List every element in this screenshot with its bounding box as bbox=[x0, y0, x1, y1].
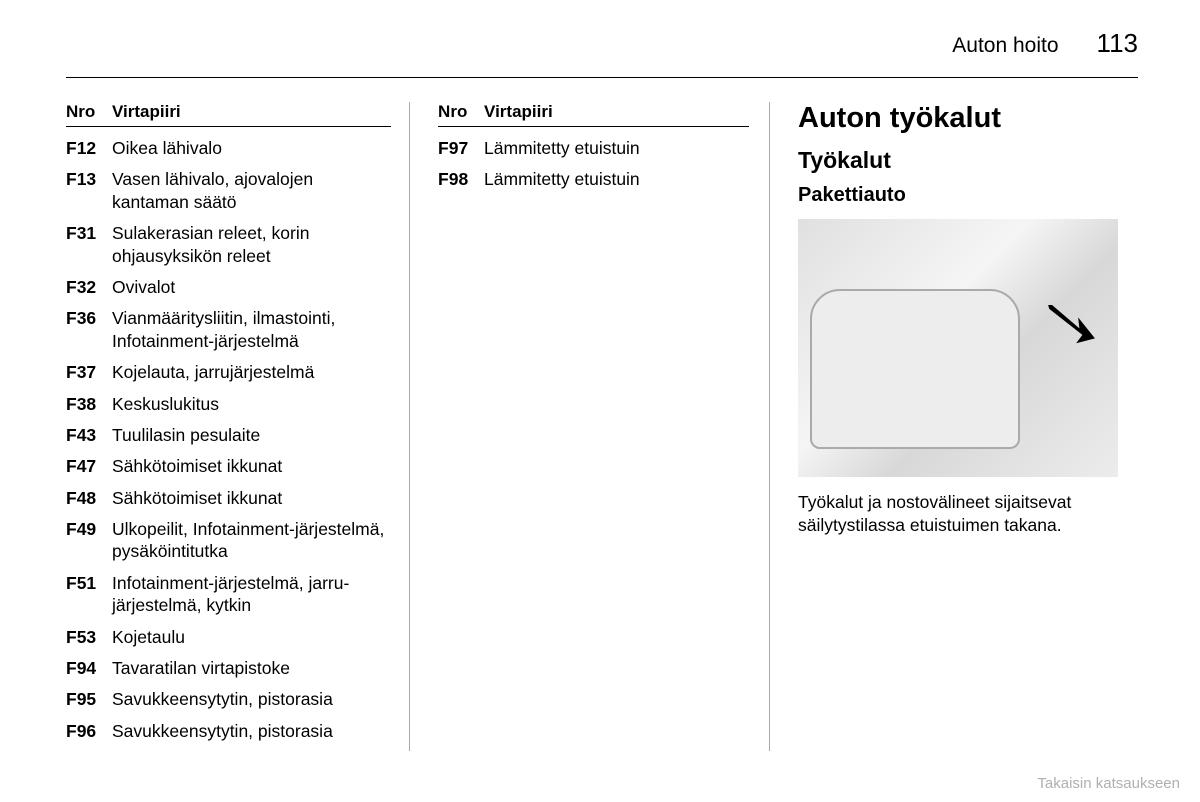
image-caption: Työkalut ja nostovälineet sijaitsevat sä… bbox=[798, 491, 1118, 537]
table-header: Nro Virtapiiri bbox=[438, 102, 749, 127]
section-title: Auton työkalut bbox=[798, 102, 1118, 135]
row-description: Sähkötoimiset ikkunat bbox=[112, 487, 391, 509]
table-row: F97Lämmitetty etuistuin bbox=[438, 137, 749, 159]
table-header: Nro Virtapiiri bbox=[66, 102, 391, 127]
col1-body: F12Oikea lähivaloF13Vasen lähivalo, ajov… bbox=[66, 137, 391, 742]
row-description: Sulakerasian releet, korin ohjausyksikön… bbox=[112, 222, 391, 267]
header-title: Auton hoito bbox=[952, 34, 1058, 58]
row-description: Sähkötoimiset ikkunat bbox=[112, 455, 391, 477]
row-description: Savukkeensytytin, pistorasia bbox=[112, 688, 391, 710]
row-number: F12 bbox=[66, 137, 112, 159]
table-row: F12Oikea lähivalo bbox=[66, 137, 391, 159]
row-description: Vianmääritysliitin, ilmastointi, Infotai… bbox=[112, 307, 391, 352]
page-number: 113 bbox=[1097, 28, 1138, 59]
table-row: F95Savukkeensytytin, pistorasia bbox=[66, 688, 391, 710]
row-description: Ovivalot bbox=[112, 276, 391, 298]
table-row: F37Kojelauta, jarrujärjestelmä bbox=[66, 361, 391, 383]
row-number: F96 bbox=[66, 720, 112, 742]
back-link[interactable]: Takaisin katsaukseen bbox=[1037, 775, 1180, 792]
row-description: Infotainment-järjestelmä, jarru-järjeste… bbox=[112, 572, 391, 617]
row-number: F43 bbox=[66, 424, 112, 446]
row-number: F97 bbox=[438, 137, 484, 159]
table-row: F38Keskuslukitus bbox=[66, 393, 391, 415]
column-2: Nro Virtapiiri F97Lämmitetty etuistuinF9… bbox=[410, 102, 770, 751]
row-number: F36 bbox=[66, 307, 112, 352]
table-row: F48Sähkötoimiset ikkunat bbox=[66, 487, 391, 509]
table-row: F96Savukkeensytytin, pistorasia bbox=[66, 720, 391, 742]
row-number: F48 bbox=[66, 487, 112, 509]
row-number: F37 bbox=[66, 361, 112, 383]
table-row: F51Infotainment-järjestelmä, jarru-järje… bbox=[66, 572, 391, 617]
row-number: F95 bbox=[66, 688, 112, 710]
row-description: Ulkopeilit, Infotainment-järjestelmä, py… bbox=[112, 518, 391, 563]
row-description: Keskuslukitus bbox=[112, 393, 391, 415]
row-description: Kojelauta, jarrujärjestelmä bbox=[112, 361, 391, 383]
table-row: F98Lämmitetty etuistuin bbox=[438, 168, 749, 190]
table-row: F36Vianmääritysliitin, ilmastointi, Info… bbox=[66, 307, 391, 352]
section-subtitle-2: Pakettiauto bbox=[798, 184, 1118, 207]
row-number: F53 bbox=[66, 626, 112, 648]
row-number: F49 bbox=[66, 518, 112, 563]
table-row: F31Sulakerasian releet, korin ohjausyksi… bbox=[66, 222, 391, 267]
th-description: Virtapiiri bbox=[112, 102, 391, 122]
seat-outline bbox=[810, 289, 1020, 449]
row-number: F32 bbox=[66, 276, 112, 298]
row-number: F94 bbox=[66, 657, 112, 679]
th-number: Nro bbox=[66, 102, 112, 122]
section-subtitle: Työkalut bbox=[798, 147, 1118, 174]
page-content: Nro Virtapiiri F12Oikea lähivaloF13Vasen… bbox=[0, 78, 1200, 751]
table-row: F47Sähkötoimiset ikkunat bbox=[66, 455, 391, 477]
row-description: Tuulilasin pesulaite bbox=[112, 424, 391, 446]
row-description: Kojetaulu bbox=[112, 626, 391, 648]
table-row: F94Tavaratilan virtapistoke bbox=[66, 657, 391, 679]
column-1: Nro Virtapiiri F12Oikea lähivaloF13Vasen… bbox=[66, 102, 410, 751]
col2-body: F97Lämmitetty etuistuinF98Lämmitetty etu… bbox=[438, 137, 749, 191]
table-row: F49Ulkopeilit, Infotainment-järjestelmä,… bbox=[66, 518, 391, 563]
row-description: Vasen lähivalo, ajovalojen kantaman säät… bbox=[112, 168, 391, 213]
row-number: F31 bbox=[66, 222, 112, 267]
table-row: F32Ovivalot bbox=[66, 276, 391, 298]
row-number: F38 bbox=[66, 393, 112, 415]
row-number: F51 bbox=[66, 572, 112, 617]
th-description: Virtapiiri bbox=[484, 102, 749, 122]
page-header: Auton hoito 113 bbox=[0, 0, 1200, 59]
row-number: F47 bbox=[66, 455, 112, 477]
column-3: Auton työkalut Työkalut Pakettiauto Työk… bbox=[770, 102, 1138, 751]
table-row: F53Kojetaulu bbox=[66, 626, 391, 648]
row-description: Lämmitetty etuistuin bbox=[484, 137, 749, 159]
row-description: Savukkeensytytin, pistorasia bbox=[112, 720, 391, 742]
row-number: F98 bbox=[438, 168, 484, 190]
arrow-icon bbox=[1040, 305, 1100, 345]
th-number: Nro bbox=[438, 102, 484, 122]
row-description: Lämmitetty etuistuin bbox=[484, 168, 749, 190]
row-number: F13 bbox=[66, 168, 112, 213]
row-description: Oikea lähivalo bbox=[112, 137, 391, 159]
table-row: F43Tuulilasin pesulaite bbox=[66, 424, 391, 446]
table-row: F13Vasen lähivalo, ajovalojen kantaman s… bbox=[66, 168, 391, 213]
row-description: Tavaratilan virtapistoke bbox=[112, 657, 391, 679]
vehicle-seat-image bbox=[798, 219, 1118, 477]
